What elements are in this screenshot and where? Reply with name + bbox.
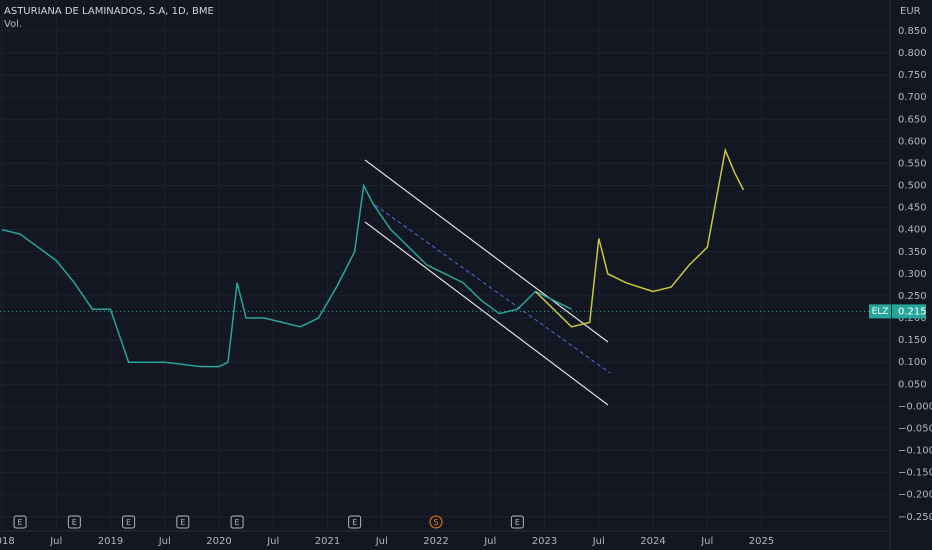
x-tick-label: Jul bbox=[266, 536, 279, 547]
price-value: 0.215 bbox=[898, 306, 927, 317]
event-label: E bbox=[180, 518, 185, 527]
x-tick-label: 2022 bbox=[423, 536, 448, 547]
channel-midline bbox=[374, 204, 611, 374]
y-tick-label: 0.850 bbox=[898, 26, 927, 37]
y-unit: EUR bbox=[900, 6, 921, 17]
event-marker bbox=[510, 515, 524, 529]
y-tick-label: 0.550 bbox=[898, 158, 927, 169]
event-label: E bbox=[126, 518, 131, 527]
x-tick-label: Jul bbox=[592, 536, 605, 547]
y-tick-label: 0.750 bbox=[898, 70, 927, 81]
grid bbox=[0, 0, 890, 531]
event-marker bbox=[348, 515, 362, 529]
x-tick-label: 2024 bbox=[640, 536, 665, 547]
y-tick-label: 0.350 bbox=[898, 247, 927, 258]
y-tick-label: 0.500 bbox=[898, 181, 927, 192]
event-marker bbox=[13, 515, 27, 529]
y-tick-label: 0.200 bbox=[898, 313, 927, 324]
x-tick-label: 2021 bbox=[315, 536, 340, 547]
x-tick-label: 2025 bbox=[749, 536, 774, 547]
x-tick-label: Jul bbox=[700, 536, 713, 547]
x-tick-label: Jul bbox=[49, 536, 62, 547]
chart-title: ASTURIANA DE LAMINADOS, S.A, 1D, BME bbox=[4, 6, 214, 17]
price-line bbox=[534, 147, 745, 328]
y-tick-label: −0.250 bbox=[898, 512, 932, 523]
event-label: E bbox=[18, 518, 23, 527]
event-label: E bbox=[515, 518, 520, 527]
x-tick-label: 2018 bbox=[0, 536, 15, 547]
channel-line bbox=[364, 221, 609, 406]
y-tick-label: −0.100 bbox=[898, 446, 932, 457]
price-tag bbox=[892, 304, 926, 319]
x-tick-label: 2020 bbox=[206, 536, 231, 547]
y-tick-label: 0.150 bbox=[898, 335, 927, 346]
y-tick-label: 0.050 bbox=[898, 379, 927, 390]
event-marker bbox=[176, 515, 190, 529]
x-tick-label: Jul bbox=[158, 536, 171, 547]
y-tick-label: 0.250 bbox=[898, 291, 927, 302]
price-line bbox=[1, 183, 572, 368]
y-tick-label: 0.450 bbox=[898, 203, 927, 214]
event-marker bbox=[230, 515, 244, 529]
y-tick-label: −0.150 bbox=[898, 468, 932, 479]
price-symbol: ELZ bbox=[872, 307, 889, 317]
price-tag bbox=[869, 304, 891, 319]
y-tick-label: 0.700 bbox=[898, 92, 927, 103]
channel-line bbox=[364, 159, 609, 343]
subtitle: Vol. bbox=[4, 19, 22, 30]
event-marker bbox=[122, 515, 136, 529]
x-tick-label: Jul bbox=[375, 536, 388, 547]
event-label: E bbox=[235, 518, 240, 527]
event-marker bbox=[429, 515, 443, 529]
x-tick-label: 2023 bbox=[532, 536, 557, 547]
y-tick-label: 0.600 bbox=[898, 136, 927, 147]
y-tick-label: 0.650 bbox=[898, 114, 927, 125]
y-tick-label: −0.050 bbox=[898, 423, 932, 434]
y-tick-label: −0.200 bbox=[898, 490, 932, 501]
event-label: E bbox=[72, 518, 77, 527]
y-tick-label: 0.400 bbox=[898, 225, 927, 236]
y-tick-label: 0.300 bbox=[898, 269, 927, 280]
x-tick-label: Jul bbox=[483, 536, 496, 547]
event-label: E bbox=[352, 518, 357, 527]
event-label: S bbox=[433, 518, 438, 527]
y-tick-label: 0.800 bbox=[898, 48, 927, 59]
y-tick-label: −0.000 bbox=[898, 401, 932, 412]
y-tick-label: 0.100 bbox=[898, 357, 927, 368]
event-marker bbox=[67, 515, 81, 529]
x-tick-label: 2019 bbox=[98, 536, 123, 547]
